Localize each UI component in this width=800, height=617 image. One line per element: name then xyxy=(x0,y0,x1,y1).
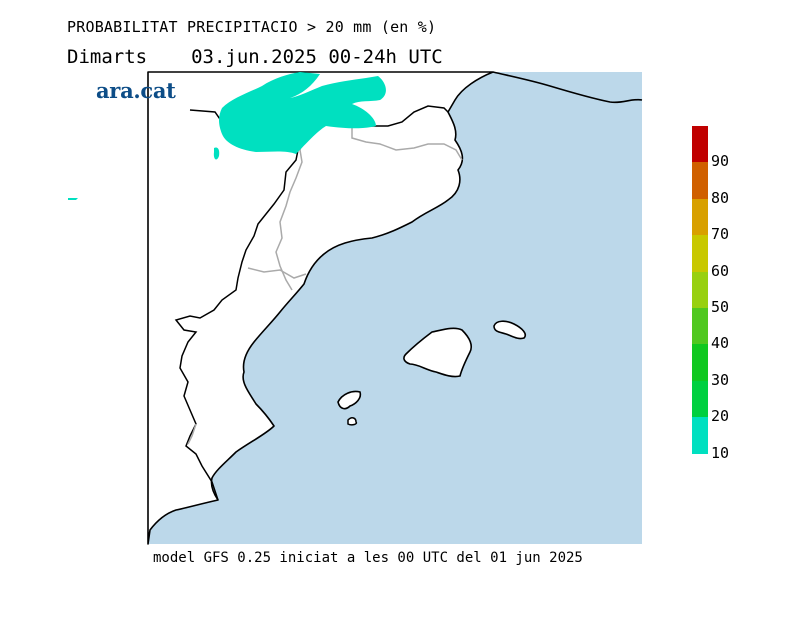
province-borders xyxy=(187,117,463,445)
map-title: PROBABILITAT PRECIPITACIO > 20 mm (en %) xyxy=(67,18,437,36)
legend-label: 80 xyxy=(711,188,730,207)
north-coast xyxy=(492,71,643,104)
legend-swatch xyxy=(692,271,708,308)
brand-logo: ara.cat xyxy=(96,78,176,103)
map-subtitle: Dimarts 03.jun.2025 00-24h UTC xyxy=(67,46,443,68)
legend-swatch xyxy=(692,162,708,199)
legend-label: 90 xyxy=(711,152,730,171)
legend-swatch xyxy=(692,198,708,236)
legend-label: 30 xyxy=(711,370,730,389)
legend-label: 20 xyxy=(711,407,730,426)
legend-swatch xyxy=(692,344,708,381)
mainland xyxy=(147,71,494,545)
legend-swatch xyxy=(692,380,708,418)
legend-swatch xyxy=(692,126,708,163)
legend-label: 70 xyxy=(711,225,730,244)
day-label: Dimarts xyxy=(67,46,148,68)
color-legend: 10 20 30 40 50 60 70 80 90 xyxy=(692,126,729,462)
legend-label: 60 xyxy=(711,261,730,280)
probability-area-10-20 xyxy=(68,72,386,200)
legend-label: 10 xyxy=(711,443,730,462)
island-mallorca xyxy=(403,327,473,378)
legend-swatch xyxy=(692,417,708,454)
legend-label: 50 xyxy=(711,298,730,316)
legend-swatch xyxy=(692,235,708,272)
legend-swatch xyxy=(692,307,708,345)
legend-label: 40 xyxy=(711,334,730,353)
island-formentera xyxy=(347,417,358,426)
island-eivissa xyxy=(337,390,362,410)
island-menorca xyxy=(493,320,527,340)
date-range: 03.jun.2025 00-24h UTC xyxy=(191,46,443,68)
model-footer: model GFS 0.25 iniciat a les 00 UTC del … xyxy=(153,550,583,566)
